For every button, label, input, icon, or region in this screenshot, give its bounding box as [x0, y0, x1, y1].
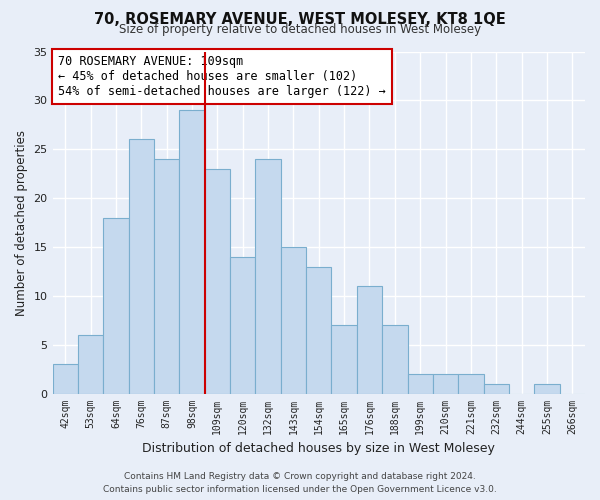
- Bar: [433, 374, 458, 394]
- Bar: [154, 159, 179, 394]
- Y-axis label: Number of detached properties: Number of detached properties: [15, 130, 28, 316]
- Text: Size of property relative to detached houses in West Molesey: Size of property relative to detached ho…: [119, 22, 481, 36]
- Text: 70, ROSEMARY AVENUE, WEST MOLESEY, KT8 1QE: 70, ROSEMARY AVENUE, WEST MOLESEY, KT8 1…: [94, 12, 506, 28]
- Bar: [458, 374, 484, 394]
- X-axis label: Distribution of detached houses by size in West Molesey: Distribution of detached houses by size …: [142, 442, 495, 455]
- Bar: [128, 140, 154, 394]
- Bar: [306, 266, 331, 394]
- Bar: [256, 159, 281, 394]
- Bar: [179, 110, 205, 394]
- Bar: [281, 247, 306, 394]
- Bar: [534, 384, 560, 394]
- Bar: [331, 325, 357, 394]
- Bar: [484, 384, 509, 394]
- Bar: [407, 374, 433, 394]
- Bar: [357, 286, 382, 394]
- Text: Contains HM Land Registry data © Crown copyright and database right 2024.
Contai: Contains HM Land Registry data © Crown c…: [103, 472, 497, 494]
- Bar: [78, 335, 103, 394]
- Bar: [382, 325, 407, 394]
- Bar: [103, 218, 128, 394]
- Bar: [53, 364, 78, 394]
- Bar: [230, 256, 256, 394]
- Text: 70 ROSEMARY AVENUE: 109sqm
← 45% of detached houses are smaller (102)
54% of sem: 70 ROSEMARY AVENUE: 109sqm ← 45% of deta…: [58, 55, 386, 98]
- Bar: [205, 169, 230, 394]
